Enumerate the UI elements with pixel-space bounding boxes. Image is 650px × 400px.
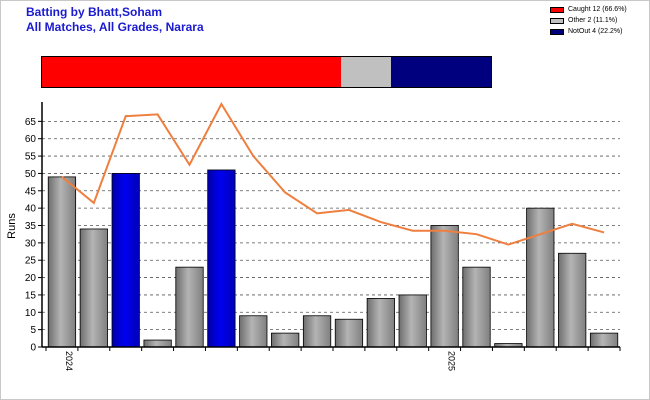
summary-segment-notout — [390, 57, 491, 87]
legend-item-notout: NotOut 4 (22.2%) — [550, 26, 627, 37]
bar — [239, 315, 268, 348]
bar — [111, 173, 140, 348]
y-tick-label: 30 — [25, 238, 37, 249]
legend-label-notout: NotOut 4 (22.2%) — [568, 28, 623, 35]
bar — [589, 332, 619, 348]
legend-item-other: Other 2 (11.1%) — [550, 15, 627, 26]
dismissal-summary-bar — [41, 56, 492, 88]
legend-label-caught: Caught 12 (66.6%) — [568, 6, 627, 13]
y-tick-label: 20 — [25, 273, 37, 284]
y-tick-label: 10 — [25, 308, 37, 319]
bar — [462, 266, 491, 348]
y-tick-label: 5 — [30, 325, 36, 336]
y-tick-label: 0 — [30, 343, 36, 354]
bar — [79, 228, 108, 348]
bar — [334, 318, 364, 348]
bar — [430, 225, 459, 348]
legend: Caught 12 (66.6%) Other 2 (11.1%) NotOut… — [550, 4, 627, 37]
y-tick-label: 45 — [25, 186, 37, 197]
y-tick-label: 15 — [25, 290, 37, 301]
y-tick-label: 50 — [25, 169, 37, 180]
bar — [558, 252, 587, 348]
bar — [398, 294, 427, 348]
y-tick-label: 40 — [25, 204, 37, 215]
bar — [271, 332, 300, 348]
bar — [526, 207, 555, 348]
bar — [366, 297, 395, 348]
x-tick-label: 2025 — [447, 351, 457, 371]
chart-title: Batting by Bhatt,Soham — [26, 5, 163, 19]
legend-item-caught: Caught 12 (66.6%) — [550, 4, 627, 15]
legend-swatch-caught — [550, 6, 564, 13]
y-tick-label: 55 — [25, 152, 37, 163]
legend-swatch-other — [550, 17, 564, 24]
chart-subtitle: All Matches, All Grades, Narara — [26, 20, 204, 34]
legend-label-other: Other 2 (11.1%) — [568, 17, 618, 24]
y-tick-label: 25 — [25, 256, 37, 267]
y-tick-label: 60 — [25, 134, 37, 145]
y-tick-label: 65 — [25, 117, 37, 128]
bar — [302, 315, 332, 348]
summary-segment-caught — [42, 57, 342, 87]
legend-swatch-notout — [550, 28, 564, 35]
bar — [143, 339, 172, 348]
y-axis-label: Runs — [6, 213, 18, 239]
bar — [207, 169, 236, 348]
x-tick-label: 2024 — [64, 351, 74, 371]
summary-segment-other — [341, 57, 391, 87]
bar — [175, 266, 204, 348]
bar — [47, 176, 77, 348]
y-tick-label: 35 — [25, 221, 37, 232]
average-line — [61, 101, 605, 246]
